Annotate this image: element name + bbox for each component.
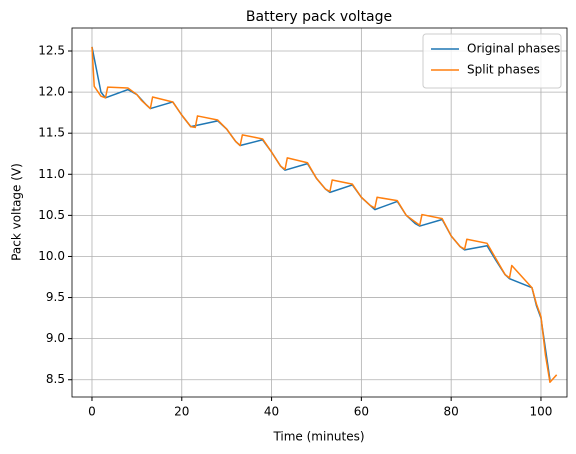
y-tick-label: 9.0	[46, 331, 65, 345]
y-tick-label: 11.0	[38, 167, 65, 181]
x-tick-label: 0	[88, 405, 96, 419]
x-tick-label: 100	[530, 405, 553, 419]
legend-box	[422, 33, 562, 89]
y-axis-label: Pack voltage (V)	[10, 163, 24, 261]
y-tick-label: 11.5	[38, 126, 65, 140]
plot-frame	[71, 27, 568, 398]
y-tick-label: 9.5	[46, 290, 65, 304]
y-tick-label: 10.0	[38, 249, 65, 263]
x-tick-label: 80	[444, 405, 459, 419]
x-tick-label: 20	[174, 405, 189, 419]
legend-label: Original phases	[467, 42, 560, 56]
y-tick-label: 12.0	[38, 85, 65, 99]
series-line	[91, 46, 551, 380]
x-axis-label: Time (minutes)	[272, 430, 364, 444]
y-tick-label: 8.5	[46, 372, 65, 386]
x-tick-label: 60	[354, 405, 369, 419]
legend-label: Split phases	[467, 63, 540, 77]
y-tick-label: 12.5	[38, 44, 65, 58]
chart-title: Battery pack voltage	[246, 9, 392, 25]
series-line	[91, 46, 558, 383]
y-tick-label: 10.5	[38, 208, 65, 222]
x-tick-label: 40	[264, 405, 279, 419]
